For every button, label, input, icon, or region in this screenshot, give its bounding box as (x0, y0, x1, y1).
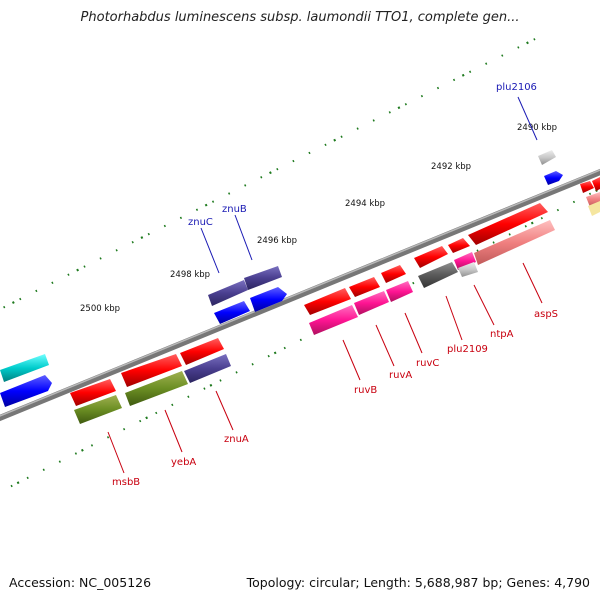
gene-feature[interactable] (354, 291, 389, 315)
gene-feature[interactable] (580, 181, 594, 193)
gene-feature[interactable] (244, 266, 282, 290)
gene-label[interactable]: ruvB (354, 385, 377, 396)
gene-feature[interactable] (418, 262, 458, 288)
gene-label[interactable]: ruvC (416, 358, 439, 369)
gene-feature[interactable] (474, 220, 555, 265)
gene-label[interactable]: plu2109 (447, 344, 488, 355)
scale-label: 2490 kbp (517, 123, 557, 133)
gene-feature[interactable] (468, 203, 548, 245)
genome-summary-text: Topology: circular; Length: 5,688,987 bp… (246, 575, 590, 590)
gene-feature[interactable] (0, 354, 49, 382)
gene-label[interactable]: msbB (112, 477, 140, 488)
gene-feature[interactable] (70, 379, 116, 406)
scale-label: 2500 kbp (80, 304, 120, 314)
gene-feature[interactable] (458, 262, 478, 277)
label-leaders (107, 96, 543, 474)
gene-feature[interactable] (309, 305, 358, 335)
genome-backbone (0, 168, 600, 422)
gene-feature[interactable] (250, 287, 287, 312)
gene-feature[interactable] (414, 246, 448, 268)
gene-feature[interactable] (544, 171, 563, 185)
gene-label[interactable]: ruvA (389, 370, 412, 381)
gene-feature[interactable] (454, 252, 476, 270)
gene-feature[interactable] (180, 338, 224, 365)
scale-label: 2496 kbp (257, 236, 297, 246)
gene-feature[interactable] (121, 354, 182, 387)
gene-feature[interactable] (304, 288, 351, 315)
gene-label[interactable]: znuA (224, 434, 249, 445)
gene-feature[interactable] (349, 277, 380, 297)
scale-label: 2492 kbp (431, 162, 471, 172)
scale-label: 2494 kbp (345, 199, 385, 209)
forward-strand-genes (70, 177, 600, 424)
scale-label: 2498 kbp (170, 270, 210, 280)
gene-feature[interactable] (208, 280, 248, 306)
gene-feature[interactable] (592, 177, 600, 191)
gene-label[interactable]: plu2106 (496, 82, 537, 93)
gene-feature[interactable] (125, 371, 188, 406)
gene-label[interactable]: znuB (222, 204, 247, 215)
gene-feature[interactable] (386, 281, 413, 302)
gene-feature[interactable] (538, 150, 556, 165)
gene-label[interactable]: ntpA (490, 329, 514, 340)
gene-label[interactable]: aspS (534, 309, 558, 320)
gene-feature[interactable] (588, 201, 600, 216)
gene-feature[interactable] (214, 301, 250, 324)
reverse-strand-genes (0, 150, 600, 407)
genome-title: Photorhabdus luminescens subsp. laumondi… (80, 10, 520, 25)
gene-label[interactable]: yebA (171, 457, 196, 468)
gene-feature[interactable] (0, 375, 52, 407)
gene-feature[interactable] (448, 238, 470, 253)
gene-feature[interactable] (184, 354, 231, 383)
gene-feature[interactable] (74, 395, 122, 424)
gene-feature[interactable] (381, 265, 406, 283)
accession-text: Accession: NC_005126 (9, 575, 152, 590)
gene-label[interactable]: znuC (188, 217, 213, 228)
